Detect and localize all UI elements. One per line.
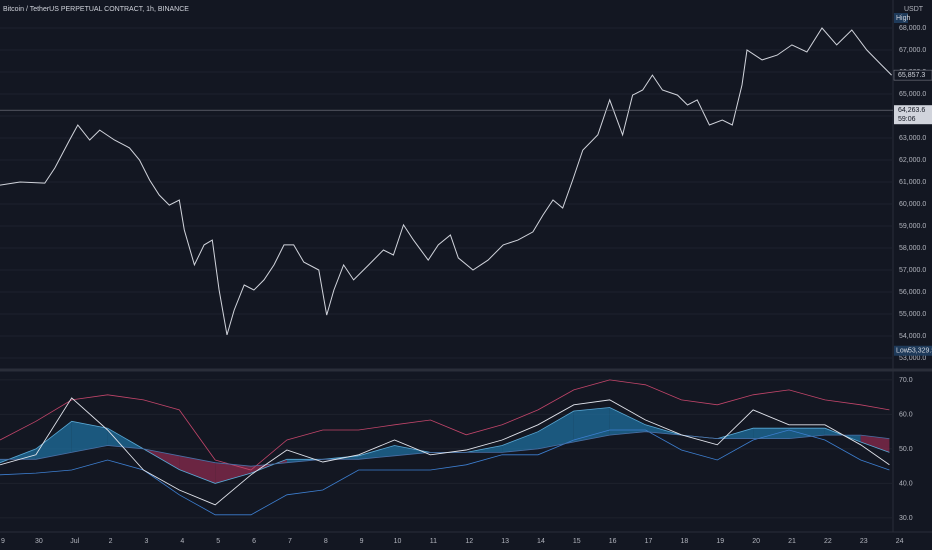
cloud-segment [358, 445, 395, 460]
x-tick-label: 23 [860, 538, 868, 545]
indicator-line-upper [0, 379, 890, 471]
y-tick-label: 67,000.0 [899, 47, 926, 54]
y-tick-label: 59,000.0 [899, 223, 926, 230]
y-tick-label: 62,000.0 [899, 157, 926, 164]
cloud-segment [573, 407, 610, 442]
x-tick-label: 4 [180, 538, 184, 545]
x-tick-label: 5 [216, 538, 220, 545]
x-tick-label: 13 [501, 538, 509, 545]
y-axis-label: USDT [904, 6, 924, 13]
x-tick-label: 8 [324, 538, 328, 545]
y-tick-label: 63,000.0 [899, 135, 926, 142]
y-tick-label: 56,000.0 [899, 289, 926, 296]
x-tick-label: 19 [716, 538, 724, 545]
current-price-label: 65,857.3 [898, 72, 925, 79]
x-tick-label: 12 [465, 538, 473, 545]
current-price-badge [893, 69, 932, 81]
x-tick-label: 2 [109, 538, 113, 545]
y-tick-label: 55,000.0 [899, 311, 926, 318]
crosshair-countdown: 59:06 [898, 116, 916, 123]
y-tick-label: 61,000.0 [899, 179, 926, 186]
x-tick-label: 17 [645, 538, 653, 545]
x-tick-label: 9 [1, 538, 5, 545]
y-tick-label: 57,000.0 [899, 267, 926, 274]
y-tick-label: 53,000.0 [899, 355, 926, 362]
x-tick-label: 20 [752, 538, 760, 545]
y-tick-label: 65,000.0 [899, 91, 926, 98]
y-tick-label: 50.0 [899, 446, 913, 453]
low-badge [894, 345, 932, 356]
x-tick-label: 16 [609, 538, 617, 545]
cloud-segment [609, 407, 646, 436]
x-tick-label: 30 [35, 538, 43, 545]
chart-title: Bitcoin / TetherUS PERPETUAL CONTRACT, 1… [3, 6, 189, 13]
y-tick-label: 60,000.0 [899, 201, 926, 208]
y-tick-label: 54,000.0 [899, 333, 926, 340]
y-tick-label: 30.0 [899, 515, 913, 522]
high-badge [894, 13, 908, 23]
cloud-segment [789, 428, 825, 439]
x-tick-label: 7 [288, 538, 292, 545]
price-line [0, 27, 892, 336]
x-tick-label: 22 [824, 538, 832, 545]
indicator-line-lower [0, 429, 890, 516]
y-tick-label: 68,000.0 [899, 25, 926, 32]
low-label: Low [896, 348, 910, 355]
crosshair-badge [894, 105, 932, 125]
x-tick-label: 21 [788, 538, 796, 545]
crosshair-price: 64,263.6 [898, 107, 925, 114]
y-tick-label: 58,000.0 [899, 245, 926, 252]
high-label: High [896, 15, 911, 22]
indicator-line-rsi [0, 397, 890, 506]
cloud-segment [753, 428, 789, 439]
cloud-segment [71, 421, 108, 453]
x-tick-label: Jul [70, 538, 79, 545]
y-tick-label: 40.0 [899, 480, 913, 487]
x-tick-label: 3 [145, 538, 149, 545]
x-tick-label: 18 [681, 538, 689, 545]
cloud-segment [179, 455, 216, 484]
cloud-segment [538, 411, 574, 449]
x-tick-label: 6 [252, 538, 256, 545]
x-tick-label: 14 [537, 538, 545, 545]
x-tick-label: 15 [573, 538, 581, 545]
x-tick-label: 9 [360, 538, 364, 545]
y-tick-label: 70.0 [899, 377, 913, 384]
x-tick-label: 11 [430, 538, 437, 545]
low-price: 53,329.5 [908, 348, 932, 355]
cloud-segment [35, 421, 72, 460]
x-tick-label: 24 [896, 538, 904, 545]
x-tick-label: 10 [394, 538, 402, 545]
cloud-segment [502, 431, 538, 453]
cloud-segment [860, 435, 890, 453]
y-tick-label: 60.0 [899, 411, 913, 418]
